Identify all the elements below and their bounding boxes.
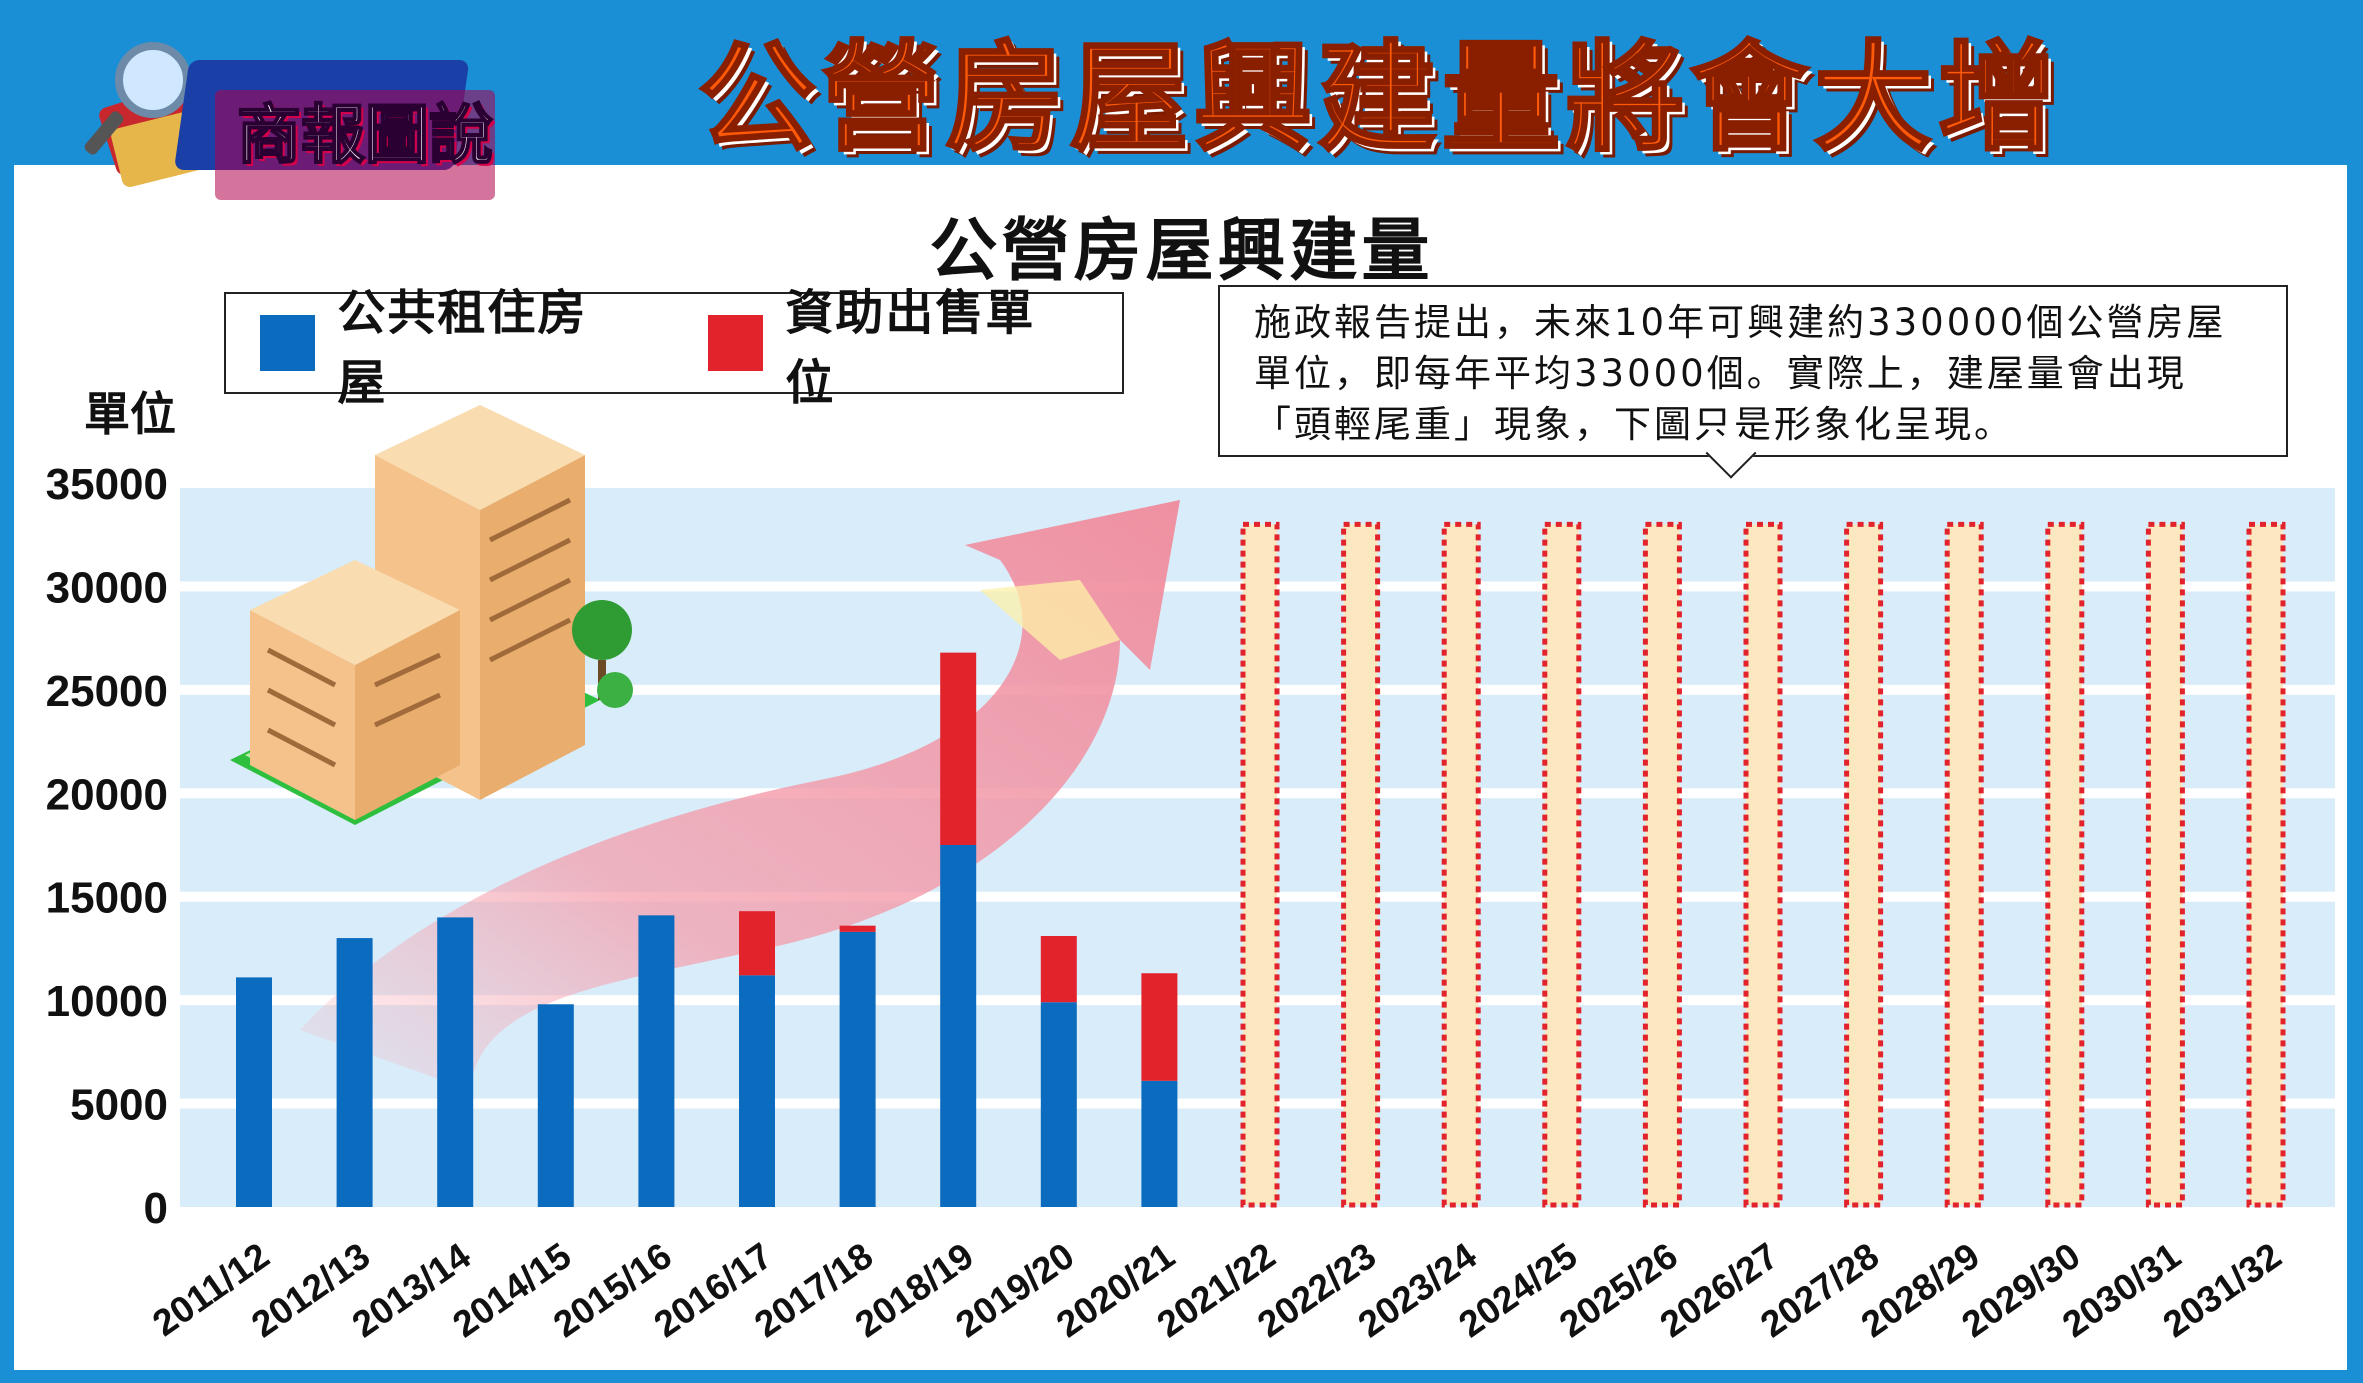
badge-text: 商報圖說 — [236, 97, 494, 174]
bar-projection — [1944, 521, 1984, 1208]
legend-label-rental: 公共租住房屋 — [337, 285, 588, 411]
bar-subsidised-sale — [839, 925, 876, 932]
y-tick-label: 0 — [144, 1184, 168, 1233]
rising-arrow-graphic — [300, 500, 1180, 1090]
bar-subsidised-sale — [1141, 973, 1178, 1081]
y-axis-ticks: 35000 30000 25000 20000 15000 10000 5000 0 — [46, 460, 168, 1233]
bar-subsidised-sale — [739, 911, 775, 976]
bar-rental — [638, 915, 675, 1207]
building-illustration — [230, 405, 633, 825]
y-tick-label: 30000 — [46, 563, 168, 612]
bar-projection — [1542, 521, 1582, 1208]
y-tick-label: 15000 — [46, 874, 168, 923]
x-axis-ticks: 2011/122012/132013/142014/152015/162016/… — [145, 1235, 2288, 1346]
legend-label-subsidised-sale: 資助出售單位 — [785, 285, 1036, 411]
bar-rental — [437, 917, 474, 1207]
legend-item-rental: 公共租住房屋 — [260, 273, 634, 413]
bar-subsidised-sale — [1040, 936, 1077, 1003]
bar-projection — [1240, 521, 1280, 1208]
legend-swatch-subsidised-sale — [708, 315, 764, 371]
bar-projection — [2145, 521, 2185, 1208]
y-axis-label: 單位 — [84, 387, 176, 441]
bar-subsidised-sale — [940, 652, 977, 845]
y-tick-label: 25000 — [46, 667, 168, 716]
bar-projection — [1642, 521, 1682, 1208]
bar-projection — [1743, 521, 1783, 1208]
bar-rental — [1040, 1002, 1077, 1207]
bar-projection — [1844, 521, 1884, 1208]
bar-projection — [1341, 521, 1381, 1208]
bar-projection — [2045, 521, 2085, 1208]
bar-rental — [739, 975, 775, 1207]
bar-rental — [940, 845, 977, 1207]
gridline — [180, 478, 2335, 488]
page-headline: 公營房屋興建量將會大增 — [696, 28, 2062, 169]
badge-logo — [84, 42, 495, 200]
legend-item-subsidised-sale: 資助出售單位 — [708, 273, 1082, 413]
y-tick-label: 10000 — [46, 977, 168, 1026]
y-tick-label: 20000 — [46, 770, 168, 819]
bars — [236, 652, 1178, 1207]
legend: 公共租住房屋 資助出售單位 — [224, 285, 1124, 411]
projection-bars — [1240, 521, 2286, 1208]
bar-rental — [537, 1004, 574, 1207]
bar-rental — [236, 977, 272, 1207]
legend-swatch-rental — [260, 315, 316, 371]
bar-projection — [1441, 521, 1481, 1208]
bar-projection — [2246, 521, 2286, 1208]
bar-rental — [1141, 1080, 1178, 1207]
bar-rental — [336, 938, 373, 1207]
bar-rental — [839, 931, 876, 1207]
y-tick-label: 5000 — [70, 1081, 168, 1130]
y-tick-label: 35000 — [46, 460, 168, 509]
chart-title: 公營房屋興建量 — [929, 212, 1434, 291]
policy-note: 施政報告提出，未來10年可興建約330000個公營房屋單位，即每年平均33000… — [1218, 285, 2288, 457]
